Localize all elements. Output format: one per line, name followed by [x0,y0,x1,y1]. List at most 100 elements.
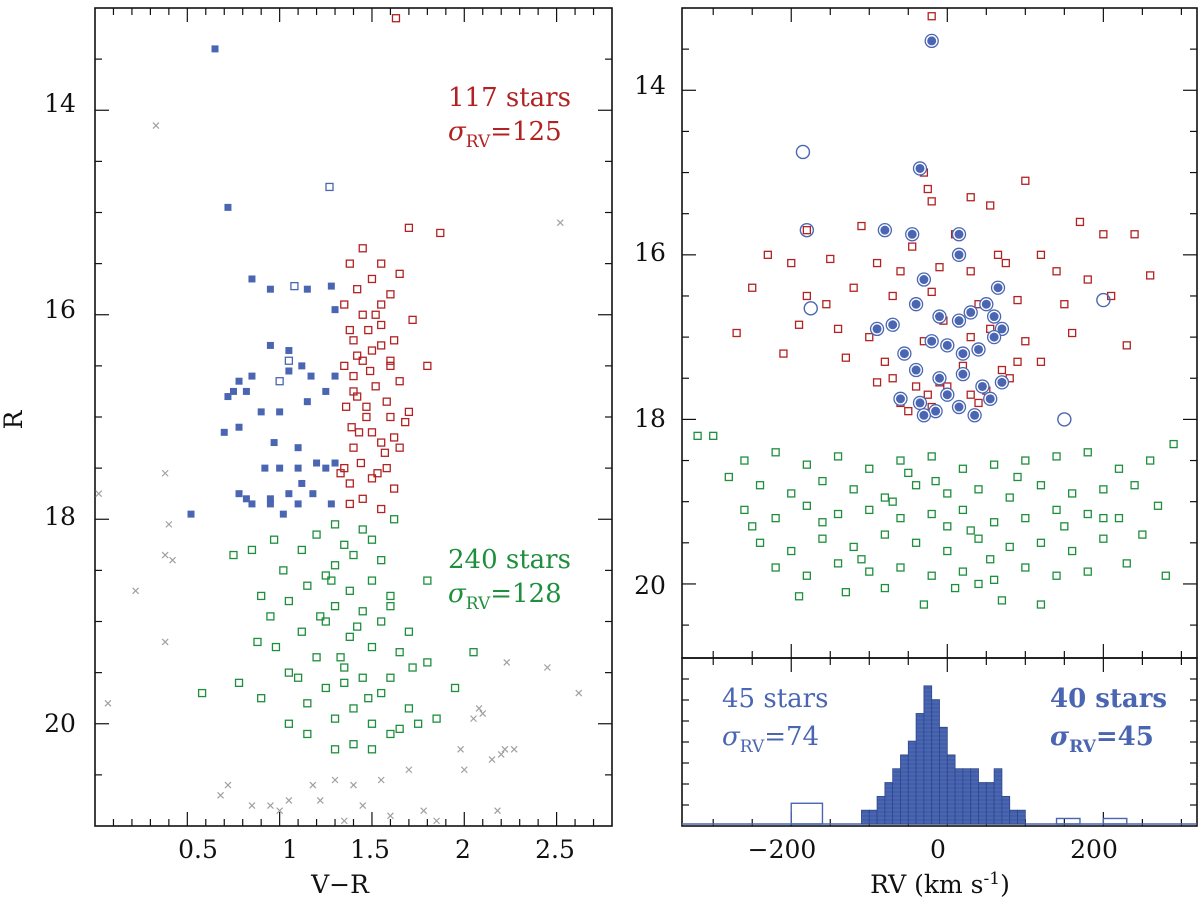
data-point [423,576,432,585]
left-ticks [95,8,612,826]
data-point [345,586,354,595]
data-point [276,807,284,815]
data-point [294,444,302,452]
data-point [367,745,377,754]
data-point [833,559,843,568]
data-point [220,428,228,436]
data-point [932,371,947,386]
data-point [386,591,395,601]
data-point [556,219,564,227]
data-point [904,407,913,416]
data-point [818,518,827,527]
right-xtick-label: −200 [748,835,817,864]
data-point [849,542,858,552]
data-point [395,377,404,386]
data-point [893,391,908,406]
data-point [833,452,843,461]
data-point [356,458,366,468]
data-point [966,390,975,399]
data-point [755,481,765,490]
data-point [748,283,757,292]
data-point [966,193,975,202]
data-point [950,583,960,593]
data-point [330,745,340,754]
data-point [1013,357,1022,366]
right-xtick-label: 0 [930,835,946,864]
sigma-subscript: RV [1069,737,1097,757]
sigma-value: =74 [764,722,819,752]
data-point [974,579,983,589]
data-point [857,221,866,231]
data-point [169,556,176,564]
data-point [298,479,306,487]
sigma-value: =125 [490,117,561,147]
data-point [802,291,811,301]
data-point [795,144,811,160]
data-point [1052,267,1061,276]
data-point [983,391,998,406]
data-point [377,320,386,330]
data-point [1021,456,1030,465]
data-point [386,412,395,422]
data-point [211,45,219,53]
data-point [95,490,103,498]
data-point [401,417,410,427]
data-point [377,556,386,565]
histogram-bars [682,685,1197,825]
data-point [224,393,232,401]
data-point [197,688,207,698]
data-point [336,653,345,662]
data-point [826,254,835,264]
histogram-bar [978,782,987,825]
data-point [955,366,971,382]
annotation-green-count: 240 stars [448,545,571,575]
data-point [367,642,377,652]
data-point [979,297,994,312]
data-point [423,658,432,667]
data-point [266,612,275,621]
histogram-bar [993,768,1003,825]
data-point [865,464,874,473]
data-point [347,423,356,432]
data-point [261,464,269,472]
data-point [377,688,386,698]
data-point [916,408,932,423]
sigma-value: =128 [490,579,561,609]
data-point [266,802,274,809]
data-point [404,223,414,232]
data-point [284,596,294,606]
data-point [248,802,256,809]
data-point [380,448,390,457]
data-point [217,791,224,799]
histogram-bar [915,713,925,825]
data-point [349,336,358,345]
histogram-bar [962,768,972,825]
data-point [242,387,250,395]
left-y-axis-title: R [0,409,28,429]
left-points [95,14,583,825]
data-point [935,263,944,272]
data-point [877,223,893,238]
data-point [322,464,330,472]
data-point [923,184,932,194]
data-point [740,505,749,515]
xlabel-close: ) [1000,870,1010,899]
data-point [364,325,373,335]
data-point [488,756,496,763]
data-point [896,456,905,465]
sigma-subscript: RV [466,594,491,614]
data-point [248,372,256,380]
data-point [367,576,377,585]
histogram-bar [1017,809,1026,825]
data-point [927,509,936,519]
right-ytick-label: 14 [634,71,666,100]
data-point [362,402,371,411]
data-point [971,342,986,357]
data-point [799,222,815,238]
data-point [457,745,465,753]
data-point [349,740,358,749]
data-point [849,283,858,292]
data-point [755,538,765,547]
data-point [377,341,386,350]
data-point [371,382,380,391]
